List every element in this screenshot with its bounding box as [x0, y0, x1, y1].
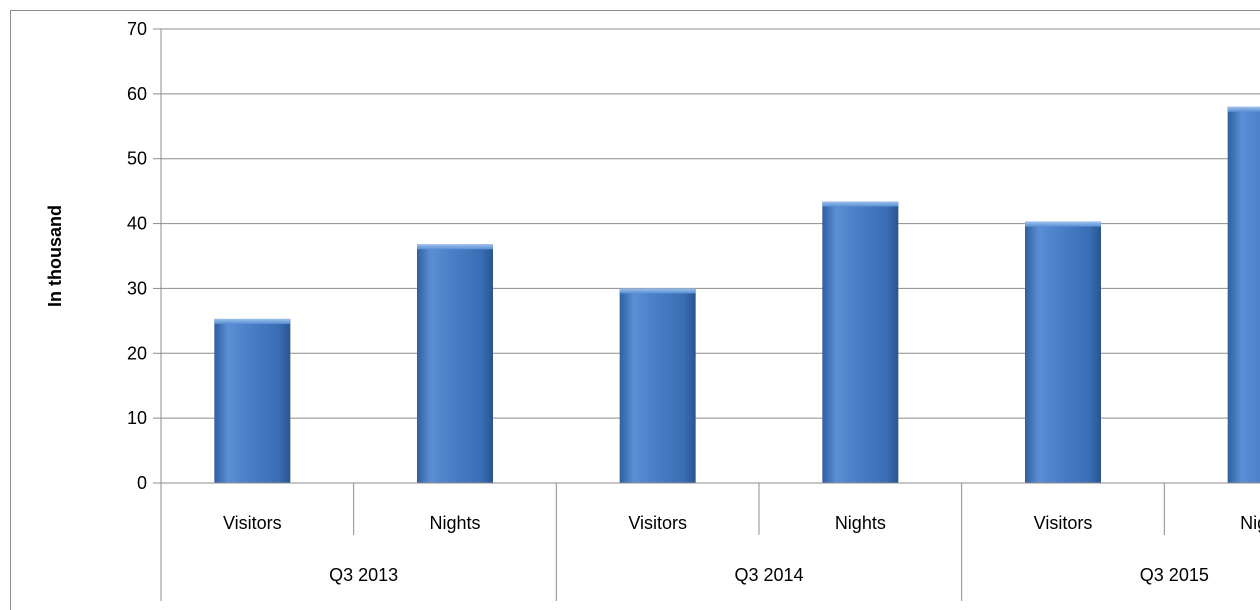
bar-body-5 — [1227, 106, 1260, 483]
x-category-label-2: Visitors — [628, 513, 687, 533]
bar-body-1 — [417, 244, 493, 483]
bar-4 — [1025, 221, 1101, 483]
x-category-labels: Visitors Nights Visitors Nights Visitors Nigh… — [223, 513, 1260, 585]
bar-top-3 — [822, 201, 899, 207]
y-tick-label-70: 70 — [127, 19, 147, 39]
bar-top-1 — [417, 244, 493, 250]
bar-3 — [822, 201, 899, 483]
x-group-label-2: Q3 2015 — [1140, 565, 1209, 585]
x-category-label-4: Visitors — [1034, 513, 1093, 533]
x-group-label-0: Q3 2013 — [329, 565, 398, 585]
x-category-label-3: Nights — [835, 513, 886, 533]
bar-top-2 — [619, 288, 696, 294]
y-tick-labels: 0 10 20 30 40 50 60 70 — [127, 19, 147, 493]
y-tick-label-20: 20 — [127, 343, 147, 363]
bar-chart: 0 10 20 30 40 50 60 70 Visitors Nights Visitors Ni… — [45, 19, 1260, 601]
chart-frame: 0 10 20 30 40 50 60 70 Visitors Nights Visitors Ni… — [10, 10, 1260, 610]
bar-1 — [417, 244, 493, 483]
bar-5 — [1227, 106, 1260, 483]
y-tick-label-10: 10 — [127, 408, 147, 428]
bars — [214, 106, 1260, 483]
bar-body-0 — [214, 318, 291, 483]
y-axis-title: In thousand — [45, 205, 65, 307]
bar-top-0 — [214, 318, 291, 324]
bar-top-5 — [1227, 106, 1260, 112]
x-category-label-1: Nights — [429, 513, 480, 533]
bar-0 — [214, 318, 291, 483]
bar-body-3 — [822, 201, 899, 483]
y-tick-label-50: 50 — [127, 149, 147, 169]
bar-top-4 — [1025, 221, 1101, 227]
y-tick-label-40: 40 — [127, 214, 147, 234]
x-category-label-0: Visitors — [223, 513, 282, 533]
y-tick-label-0: 0 — [137, 473, 147, 493]
x-group-label-1: Q3 2014 — [734, 565, 803, 585]
y-tick-label-30: 30 — [127, 278, 147, 298]
bar-body-4 — [1025, 221, 1101, 483]
axes — [153, 28, 1260, 601]
y-tick-label-60: 60 — [127, 84, 147, 104]
bar-2 — [619, 288, 696, 483]
gridlines — [161, 28, 1260, 484]
x-category-label-5: Nights — [1240, 513, 1260, 533]
bar-body-2 — [619, 288, 696, 483]
